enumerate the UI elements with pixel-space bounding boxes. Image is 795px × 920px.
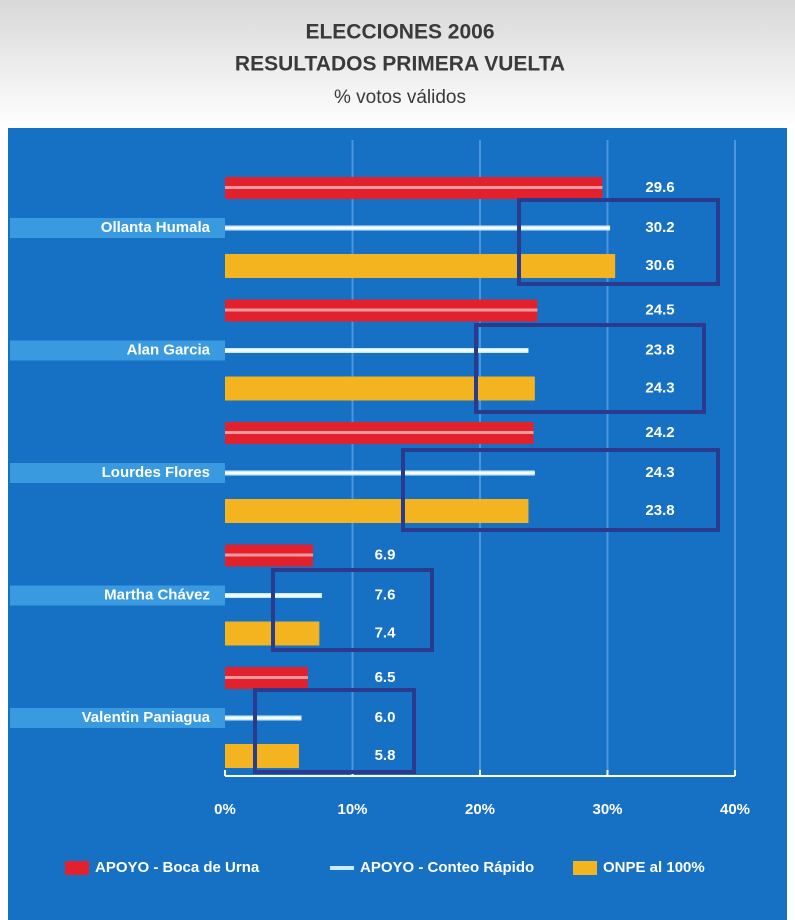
bar [225,254,616,278]
x-tick-label: 40% [720,801,750,818]
value-label: 23.8 [645,341,674,358]
bar-shine [225,308,538,312]
x-tick-label: 10% [337,801,367,818]
bar-shine [225,676,308,679]
value-label: 29.6 [645,179,674,196]
value-label: 7.6 [375,586,396,603]
category-band [10,463,225,483]
value-label: 6.5 [375,669,396,686]
highlight-box [401,448,720,532]
legend-label: ONPE al 100% [603,859,705,876]
bar-shine [225,553,313,557]
plot-bg [8,128,787,920]
header-bg [0,0,795,128]
category-label: Lourdes Flores [102,464,210,481]
legend-label: APOYO - Conteo Rápido [360,859,534,876]
value-label: 30.6 [645,257,674,274]
highlight-box [271,568,434,652]
value-label: 24.3 [645,379,674,396]
value-label: 23.8 [645,502,674,519]
bar-edge [225,717,302,719]
category-label: Alan Garcia [127,341,211,358]
bar [225,499,529,523]
highlight-box [474,323,706,414]
chart-subtitle: RESULTADOS PRIMERA VUELTA [235,53,565,76]
bar [225,744,299,768]
x-tick-label: 20% [465,801,495,818]
value-label: 30.2 [645,219,674,236]
category-band [10,585,225,606]
value-label: 24.2 [645,424,674,441]
legend-swatch [330,866,354,870]
value-label: 24.3 [645,464,674,481]
category-band [10,340,225,361]
bar-edge [225,227,611,229]
category-band [10,708,225,728]
x-tick-label: 0% [214,801,236,818]
value-label: 6.0 [375,709,396,726]
value-label: 7.4 [375,624,397,641]
category-label: Valentin Paniagua [82,709,211,726]
highlight-box [517,198,720,286]
category-label: Martha Chávez [104,586,210,603]
x-tick-label: 30% [592,801,622,818]
highlight-boxes [253,198,720,774]
value-label: 5.8 [375,747,396,764]
bar [225,376,535,401]
chart-title: ELECCIONES 2006 [305,21,494,44]
bar-shine [225,431,534,434]
legend-swatch [65,861,89,875]
legend-swatch [573,861,597,875]
legend-label: APOYO - Boca de Urna [95,859,260,876]
bar-edge [225,349,529,352]
bar-edge [225,472,535,474]
value-label: 24.5 [645,301,674,318]
highlight-box [253,688,416,774]
category-band [10,218,225,238]
axis-label: % votos válidos [334,87,466,108]
value-label: 6.9 [375,546,396,563]
bar-shine [225,186,603,189]
category-label: Ollanta Humala [101,219,211,236]
